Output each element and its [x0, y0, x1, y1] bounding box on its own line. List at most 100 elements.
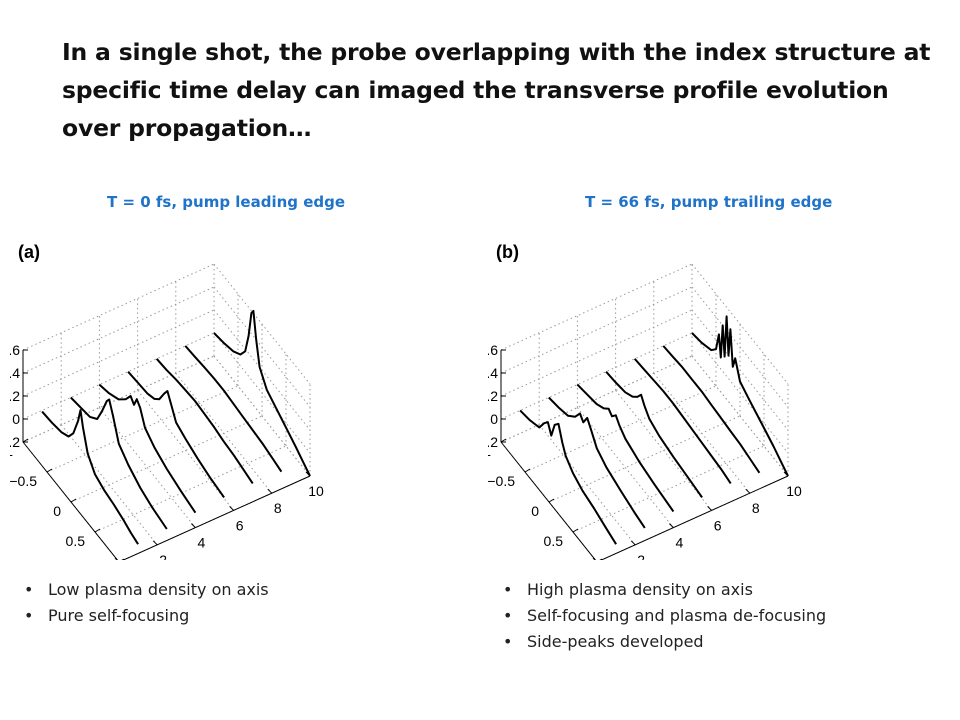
- tick: [229, 506, 234, 511]
- tick: [267, 488, 273, 494]
- panel-b-title: T = 66 fs, pump trailing edge: [585, 193, 833, 211]
- z-tick-label: 10: [786, 483, 802, 499]
- waterfall-plot-a: −0.200.20.40.6−1−0.500.510246810phase (r…: [10, 242, 324, 560]
- gridline: [46, 385, 239, 473]
- phase-tick-label: 0.6: [10, 342, 20, 358]
- phase-tick-label: 0: [490, 411, 498, 427]
- gridline: [213, 309, 311, 431]
- tick: [745, 488, 751, 494]
- bullet-item: Side-peaks developed: [499, 629, 826, 655]
- phase-tick-label: 0.2: [10, 388, 20, 404]
- gridline: [572, 445, 765, 533]
- tick: [114, 557, 118, 560]
- tick: [152, 540, 158, 546]
- bullet-item: Pure self-focusing: [20, 603, 269, 629]
- phase-trace-6: [184, 345, 283, 473]
- gridline: [213, 355, 311, 477]
- phase-trace-3: [576, 383, 675, 513]
- gridline: [22, 332, 215, 420]
- panel-label: (a): [18, 242, 40, 262]
- y-tick-label: −0.5: [488, 473, 515, 489]
- phase-tick-label: 0.4: [10, 365, 20, 381]
- gridline: [22, 263, 215, 351]
- z-tick-label: 2: [159, 552, 167, 560]
- waterfall-plot-b: −0.200.20.40.6−1−0.500.510246810phase (r…: [488, 242, 802, 560]
- gridline: [137, 390, 234, 511]
- gridline: [691, 309, 789, 431]
- phase-tick-label: 0: [12, 411, 20, 427]
- y-tick-label: −0.5: [10, 473, 37, 489]
- gridline: [577, 407, 674, 528]
- y-tick-label: −1: [488, 443, 491, 459]
- phase-trace-1: [41, 409, 139, 545]
- phase-trace-4: [127, 371, 225, 498]
- tick: [548, 498, 555, 503]
- y-tick-label: 0.5: [66, 533, 86, 549]
- phase-trace-7: [691, 315, 789, 477]
- bullet-item: High plasma density on axis: [499, 577, 826, 603]
- tick: [630, 540, 636, 546]
- tick: [500, 438, 507, 443]
- gridline: [213, 263, 311, 385]
- phase-trace-1: [519, 409, 617, 545]
- phase-trace-6: [662, 345, 761, 474]
- y-tick-label: 0: [53, 503, 61, 519]
- z-tick-label: 6: [714, 517, 722, 533]
- z-tick-label: 4: [676, 535, 684, 551]
- phase-trace-2: [548, 396, 646, 529]
- panel-a-title: T = 0 fs, pump leading edge: [107, 193, 346, 211]
- panel-label: (b): [496, 242, 519, 262]
- gridline: [691, 263, 789, 385]
- gridline: [500, 263, 693, 351]
- z-axis-line: [122, 475, 311, 560]
- gridline: [691, 355, 789, 477]
- gridline: [213, 286, 311, 408]
- gridline: [500, 332, 693, 420]
- tick: [121, 558, 125, 560]
- phase-trace-2: [70, 396, 168, 530]
- y-tick-label: 0: [531, 503, 539, 519]
- gridline: [500, 286, 693, 374]
- tick: [592, 557, 596, 560]
- z-tick-label: 8: [274, 500, 282, 516]
- tick: [70, 498, 77, 503]
- bullet-list-right: High plasma density on axis Self-focusin…: [499, 577, 826, 655]
- phase-tick-label: −0.2: [488, 434, 498, 450]
- gridline: [22, 286, 215, 374]
- phase-trace-3: [98, 383, 197, 514]
- z-tick-label: 2: [637, 552, 645, 560]
- tick: [524, 468, 531, 473]
- tick: [572, 528, 579, 533]
- axes-group: −0.200.20.40.6−1−0.500.510246810phase (r…: [10, 242, 324, 560]
- tick: [669, 523, 674, 528]
- y-tick-label: −1: [10, 443, 13, 459]
- gridline: [500, 309, 693, 397]
- phase-tick-label: −0.2: [10, 434, 20, 450]
- bullet-item: Low plasma density on axis: [20, 577, 269, 603]
- gridline: [548, 415, 741, 503]
- phase-tick-label: 0.6: [488, 342, 498, 358]
- z-axis-line: [600, 475, 789, 560]
- slide-title: In a single shot, the probe overlapping …: [62, 38, 931, 142]
- z-tick-label: 6: [236, 517, 244, 533]
- bullet-list-left: Low plasma density on axis Pure self-foc…: [20, 577, 269, 629]
- axes-group: −0.200.20.40.6−1−0.500.510246810phase (r…: [488, 242, 802, 560]
- gridline: [500, 355, 693, 443]
- z-tick-label: 10: [308, 483, 324, 499]
- tick: [191, 523, 196, 528]
- gridline: [615, 390, 712, 511]
- gridline: [691, 286, 789, 408]
- y-tick-label: 0.5: [544, 533, 564, 549]
- phase-trace-7: [213, 309, 311, 477]
- phase-tick-label: 0.2: [488, 388, 498, 404]
- tick: [46, 468, 53, 473]
- gridline: [70, 415, 263, 503]
- z-tick-label: 4: [198, 535, 206, 551]
- gridline: [94, 445, 287, 533]
- z-tick-label: 8: [752, 500, 760, 516]
- phase-trace-5: [155, 358, 254, 484]
- phase-trace-4: [605, 371, 703, 498]
- tick: [599, 558, 603, 560]
- phase-tick-label: 0.4: [488, 365, 498, 381]
- tick: [22, 438, 29, 443]
